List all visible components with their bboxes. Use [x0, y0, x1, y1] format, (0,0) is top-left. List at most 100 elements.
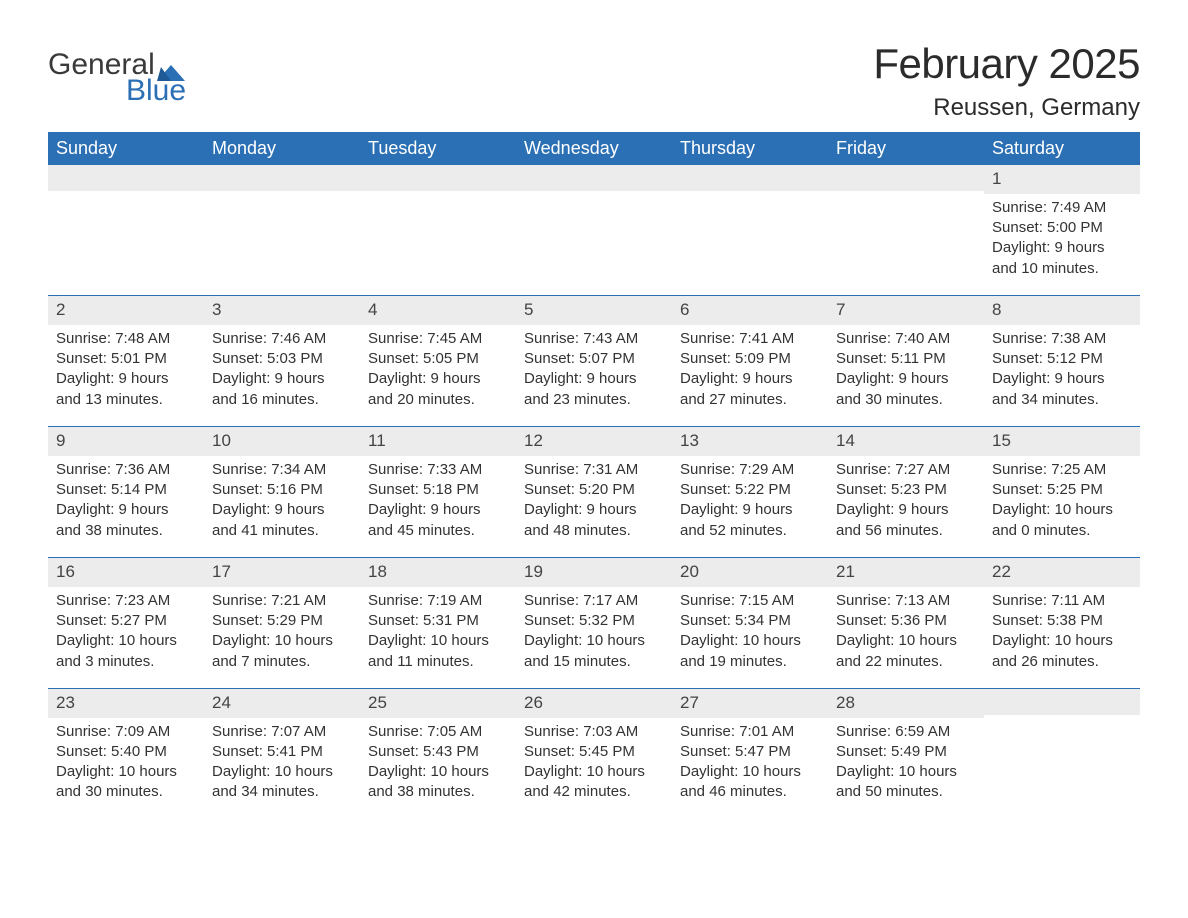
calendar-cell-empty: [360, 165, 516, 295]
daylight2-text: and 16 minutes.: [212, 390, 352, 410]
calendar-cell: 12Sunrise: 7:31 AMSunset: 5:20 PMDayligh…: [516, 427, 672, 557]
calendar-cell: 23Sunrise: 7:09 AMSunset: 5:40 PMDayligh…: [48, 689, 204, 819]
day-number: 6: [672, 296, 828, 325]
daylight1-text: Daylight: 9 hours: [368, 500, 508, 520]
daylight1-text: Daylight: 9 hours: [992, 369, 1132, 389]
daylight1-text: Daylight: 9 hours: [680, 369, 820, 389]
sunrise-text: Sunrise: 7:27 AM: [836, 460, 976, 480]
day-header: Wednesday: [516, 132, 672, 165]
day-number: [516, 165, 672, 191]
day-number: [204, 165, 360, 191]
calendar-cell-empty: [204, 165, 360, 295]
calendar-cell: 24Sunrise: 7:07 AMSunset: 5:41 PMDayligh…: [204, 689, 360, 819]
calendar-cell: 21Sunrise: 7:13 AMSunset: 5:36 PMDayligh…: [828, 558, 984, 688]
weeks-container: 1Sunrise: 7:49 AMSunset: 5:00 PMDaylight…: [48, 165, 1140, 819]
month-title: February 2025: [873, 40, 1140, 88]
daylight2-text: and 56 minutes.: [836, 521, 976, 541]
day-header: Saturday: [984, 132, 1140, 165]
daylight1-text: Daylight: 10 hours: [992, 631, 1132, 651]
sunrise-text: Sunrise: 7:19 AM: [368, 591, 508, 611]
calendar-cell: 20 Sunrise: 7:15 AMSunset: 5:34 PMDayligh…: [672, 558, 828, 688]
calendar-cell: 2Sunrise: 7:48 AMSunset: 5:01 PMDaylight…: [48, 296, 204, 426]
day-number: 22: [984, 558, 1140, 587]
daylight2-text: and 30 minutes.: [56, 782, 196, 802]
sunrise-text: Sunrise: 7:43 AM: [524, 329, 664, 349]
day-header: Tuesday: [360, 132, 516, 165]
sunrise-text: Sunrise: 7:01 AM: [680, 722, 820, 742]
location: Reussen, Germany: [873, 94, 1140, 122]
day-number: 24: [204, 689, 360, 718]
sunrise-text: Sunrise: 7:17 AM: [524, 591, 664, 611]
sunset-text: Sunset: 5:00 PM: [992, 218, 1132, 238]
sunrise-text: Sunrise: 7:34 AM: [212, 460, 352, 480]
sunrise-text: Sunrise: 7:07 AM: [212, 722, 352, 742]
calendar-cell: 4Sunrise: 7:45 AMSunset: 5:05 PMDaylight…: [360, 296, 516, 426]
sunset-text: Sunset: 5:34 PM: [680, 611, 820, 631]
day-number: [828, 165, 984, 191]
daylight1-text: Daylight: 9 hours: [680, 500, 820, 520]
sunrise-text: Sunrise: 7:41 AM: [680, 329, 820, 349]
calendar: Sunday Monday Tuesday Wednesday Thursday…: [48, 132, 1140, 819]
daylight2-text: and 0 minutes.: [992, 521, 1132, 541]
day-header: Sunday: [48, 132, 204, 165]
sunset-text: Sunset: 5:32 PM: [524, 611, 664, 631]
daylight2-text: and 10 minutes.: [992, 259, 1132, 279]
week-row: 2Sunrise: 7:48 AMSunset: 5:01 PMDaylight…: [48, 295, 1140, 426]
sunrise-text: Sunrise: 7:45 AM: [368, 329, 508, 349]
sunset-text: Sunset: 5:12 PM: [992, 349, 1132, 369]
title-block: February 2025 Reussen, Germany: [873, 40, 1140, 122]
daylight1-text: Daylight: 10 hours: [368, 631, 508, 651]
daylight1-text: Daylight: 9 hours: [368, 369, 508, 389]
sunset-text: Sunset: 5:25 PM: [992, 480, 1132, 500]
sunrise-text: Sunrise: 7:13 AM: [836, 591, 976, 611]
daylight1-text: Daylight: 9 hours: [56, 500, 196, 520]
sunset-text: Sunset: 5:36 PM: [836, 611, 976, 631]
daylight1-text: Daylight: 10 hours: [56, 762, 196, 782]
sunset-text: Sunset: 5:38 PM: [992, 611, 1132, 631]
sunrise-text: Sunrise: 7:31 AM: [524, 460, 664, 480]
day-number: 5: [516, 296, 672, 325]
calendar-cell-empty: [828, 165, 984, 295]
calendar-cell: 13Sunrise: 7:29 AMSunset: 5:22 PMDayligh…: [672, 427, 828, 557]
day-number: 20: [672, 558, 828, 587]
sunset-text: Sunset: 5:45 PM: [524, 742, 664, 762]
daylight2-text: and 3 minutes.: [56, 652, 196, 672]
daylight1-text: Daylight: 9 hours: [212, 369, 352, 389]
sunrise-text: Sunrise: 7:09 AM: [56, 722, 196, 742]
calendar-cell: 28Sunrise: 6:59 AMSunset: 5:49 PMDayligh…: [828, 689, 984, 819]
sunrise-text: Sunrise: 7:36 AM: [56, 460, 196, 480]
sunset-text: Sunset: 5:49 PM: [836, 742, 976, 762]
daylight1-text: Daylight: 10 hours: [524, 631, 664, 651]
daylight1-text: Daylight: 10 hours: [368, 762, 508, 782]
daylight2-text: and 11 minutes.: [368, 652, 508, 672]
calendar-cell: 9Sunrise: 7:36 AMSunset: 5:14 PMDaylight…: [48, 427, 204, 557]
sunrise-text: Sunrise: 7:21 AM: [212, 591, 352, 611]
sunset-text: Sunset: 5:31 PM: [368, 611, 508, 631]
daylight2-text: and 50 minutes.: [836, 782, 976, 802]
daylight2-text: and 38 minutes.: [56, 521, 196, 541]
sunrise-text: Sunrise: 7:15 AM: [680, 591, 820, 611]
calendar-cell: 27Sunrise: 7:01 AMSunset: 5:47 PMDayligh…: [672, 689, 828, 819]
daylight1-text: Daylight: 10 hours: [680, 631, 820, 651]
day-number: [984, 689, 1140, 715]
calendar-cell: 22Sunrise: 7:11 AMSunset: 5:38 PMDayligh…: [984, 558, 1140, 688]
sunset-text: Sunset: 5:11 PM: [836, 349, 976, 369]
day-number: 10: [204, 427, 360, 456]
calendar-cell-empty: [48, 165, 204, 295]
header: General Blue February 2025 Reussen, Germ…: [48, 40, 1140, 122]
day-number: 11: [360, 427, 516, 456]
sunset-text: Sunset: 5:47 PM: [680, 742, 820, 762]
daylight2-text: and 34 minutes.: [212, 782, 352, 802]
daylight1-text: Daylight: 9 hours: [212, 500, 352, 520]
sunset-text: Sunset: 5:20 PM: [524, 480, 664, 500]
day-number: 2: [48, 296, 204, 325]
calendar-cell: 11Sunrise: 7:33 AMSunset: 5:18 PMDayligh…: [360, 427, 516, 557]
calendar-cell: 16Sunrise: 7:23 AMSunset: 5:27 PMDayligh…: [48, 558, 204, 688]
daylight1-text: Daylight: 10 hours: [680, 762, 820, 782]
flag-icon: [157, 55, 185, 75]
day-number: 19: [516, 558, 672, 587]
day-number: 26: [516, 689, 672, 718]
sunset-text: Sunset: 5:09 PM: [680, 349, 820, 369]
daylight1-text: Daylight: 10 hours: [212, 762, 352, 782]
daylight2-text: and 30 minutes.: [836, 390, 976, 410]
